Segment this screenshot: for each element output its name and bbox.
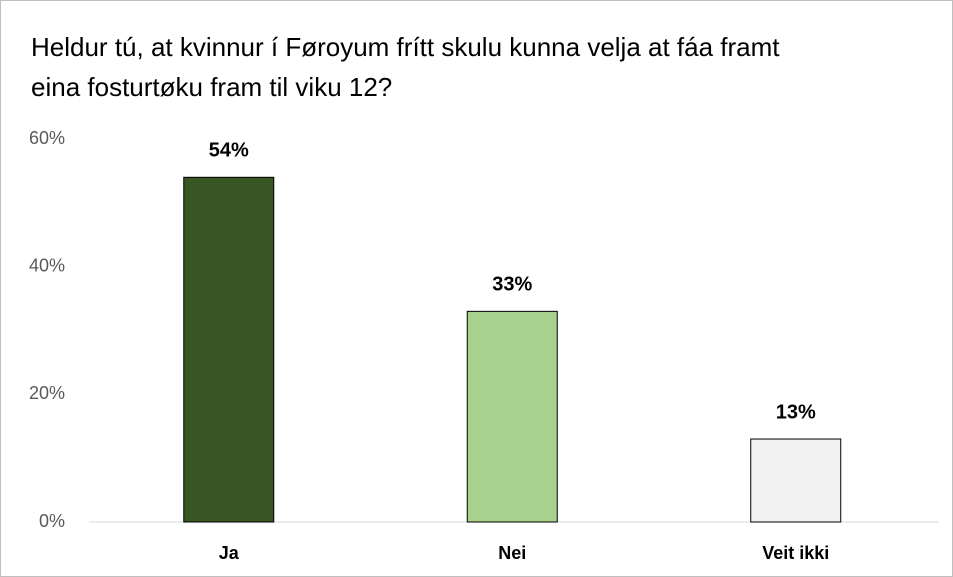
- x-tick-label: Nei: [498, 543, 526, 563]
- chart-title: Heldur tú, at kvinnur í Føroyum frítt sk…: [31, 32, 780, 102]
- bar: [466, 310, 558, 523]
- y-tick-label: 0%: [39, 511, 65, 531]
- bar: [183, 176, 275, 523]
- y-tick-label: 20%: [29, 383, 65, 403]
- x-tick-label: Veit ikki: [762, 543, 829, 563]
- bar: [750, 438, 842, 523]
- y-tick-label: 40%: [29, 255, 65, 275]
- y-tick-label: 60%: [29, 128, 65, 148]
- x-tick-label: Ja: [219, 543, 240, 563]
- data-label: 13%: [776, 401, 816, 423]
- data-label: 33%: [492, 274, 532, 296]
- data-label: 54%: [209, 140, 249, 162]
